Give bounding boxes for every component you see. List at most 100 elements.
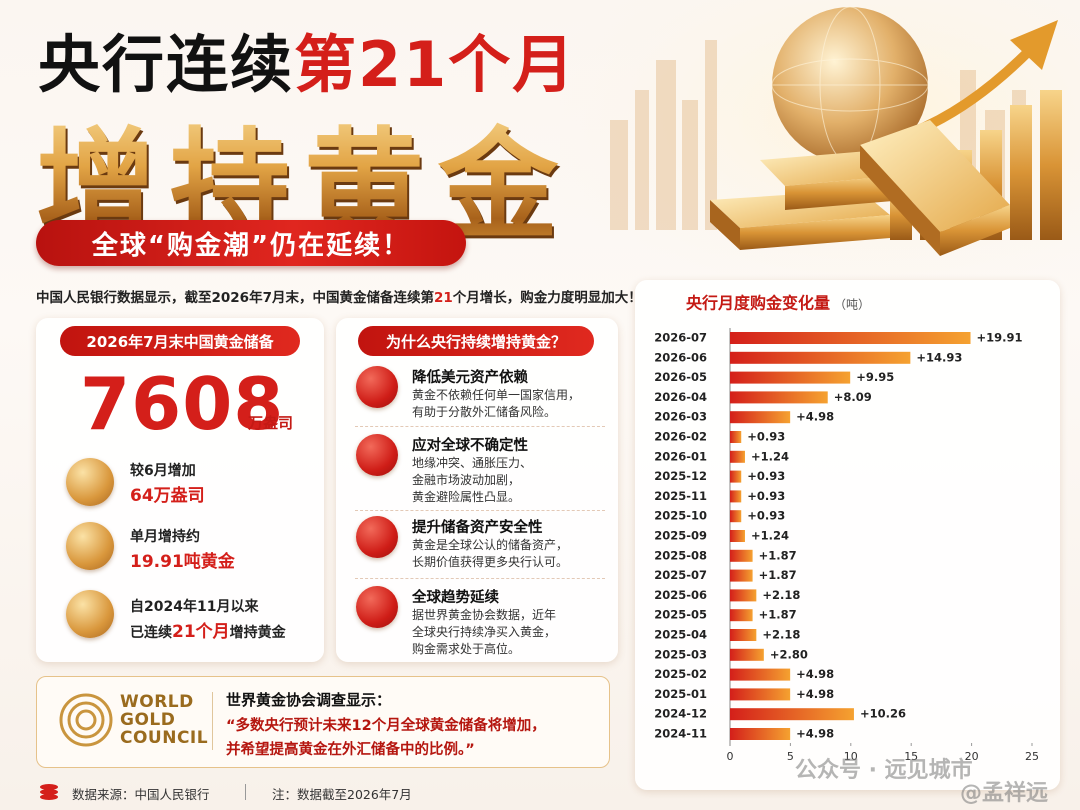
reason-text: 黄金是全球公认的储备资产， 长期价值获得更多央行认可。 bbox=[412, 537, 568, 571]
y-tick-label: 2025-06 bbox=[654, 588, 707, 602]
value-label: +8.09 bbox=[834, 390, 872, 404]
chart-card bbox=[635, 280, 1060, 790]
reserve-unit: 万盎司 bbox=[248, 414, 294, 432]
reason-title: 降低美元资产依赖 bbox=[412, 370, 528, 386]
y-tick-label: 2025-01 bbox=[654, 687, 707, 701]
bar bbox=[730, 490, 742, 503]
divider bbox=[355, 510, 605, 511]
icon-coins bbox=[356, 586, 398, 628]
icon-globe bbox=[356, 434, 398, 476]
value-label: +0.93 bbox=[747, 469, 785, 483]
reason-line: 金融市场波动加剧， bbox=[412, 473, 521, 487]
y-tick-label: 2025-05 bbox=[654, 608, 707, 622]
reasons-title: 为什么央行持续增持黄金？ bbox=[358, 326, 594, 356]
icon-scale bbox=[66, 522, 114, 570]
icon-shield bbox=[356, 366, 398, 408]
bar bbox=[730, 708, 854, 721]
value-label: +1.24 bbox=[751, 449, 789, 463]
y-tick-label: 2025-11 bbox=[654, 489, 707, 503]
quote-box bbox=[36, 676, 610, 768]
value-label: +10.26 bbox=[860, 707, 906, 721]
value-label: +2.80 bbox=[770, 647, 808, 661]
reason-text: 黄金不依赖任何单一国家信用， 有助于分散外汇储备风险。 bbox=[412, 387, 580, 421]
y-tick-label: 2026-02 bbox=[654, 430, 707, 444]
title-black: 央行连续 bbox=[38, 28, 295, 101]
bar bbox=[730, 609, 753, 622]
title-red: 第21个月 bbox=[294, 28, 577, 101]
quote-line: “多数央行预计未来12个月全球黄金储备将增加， bbox=[226, 718, 546, 734]
divider bbox=[355, 426, 605, 427]
divider bbox=[212, 692, 213, 750]
y-tick-label: 2026-05 bbox=[654, 370, 707, 384]
value-label: +19.91 bbox=[977, 331, 1023, 345]
bar bbox=[730, 549, 753, 562]
bar bbox=[730, 351, 911, 364]
logo-line: WORLD bbox=[120, 692, 194, 712]
x-tick-label: 15 bbox=[904, 750, 918, 763]
watermark: 公众号 · 远见城市 bbox=[795, 758, 973, 783]
x-tick-label: 5 bbox=[787, 750, 794, 763]
logo-line: COUNCIL bbox=[120, 728, 209, 748]
reason-line: 购金需求处于高位。 bbox=[412, 642, 521, 656]
reason-title: 全球趋势延续 bbox=[412, 590, 499, 606]
item-line1: 自2024年11月以来 bbox=[130, 599, 259, 615]
chart: 央行月度购金变化量 （吨） 0 5 10 15 20 25 2026-07 +19.91 202… bbox=[654, 294, 1039, 764]
banner: 全球“购金潮”仍在延续！ bbox=[36, 220, 466, 266]
icon-bank bbox=[356, 516, 398, 558]
bar bbox=[730, 688, 791, 701]
item-line2: 64万盎司 bbox=[130, 486, 205, 506]
value-label: +9.95 bbox=[856, 370, 894, 384]
x-tick-label: 10 bbox=[844, 750, 858, 763]
value-label: +0.93 bbox=[747, 430, 785, 444]
bar bbox=[730, 450, 745, 463]
value-label: +1.87 bbox=[759, 608, 797, 622]
chart-title: 央行月度购金变化量 bbox=[686, 294, 830, 313]
reason-text: 地缘冲突、通胀压力、 金融市场波动加剧， 黄金避险属性凸显。 bbox=[412, 455, 532, 506]
bar bbox=[730, 668, 791, 681]
value-label: +4.98 bbox=[796, 727, 834, 741]
reason-line: 地缘冲突、通胀压力、 bbox=[412, 456, 533, 470]
y-tick-label: 2025-03 bbox=[654, 647, 707, 661]
item-text: 已连续 bbox=[130, 625, 172, 641]
item-line2: 已连续21个月增持黄金 bbox=[130, 617, 286, 642]
bar bbox=[730, 470, 742, 483]
bar bbox=[730, 569, 753, 582]
footer-source: 数据来源：中国人民银行 bbox=[72, 787, 210, 802]
coin-icon bbox=[40, 784, 58, 800]
y-tick-label: 2026-01 bbox=[654, 449, 707, 463]
reason-line: 黄金避险属性凸显。 bbox=[412, 490, 521, 504]
bar bbox=[730, 589, 757, 602]
value-label: +14.93 bbox=[916, 350, 962, 364]
value-label: +4.98 bbox=[796, 687, 834, 701]
y-tick-label: 2026-03 bbox=[654, 410, 707, 424]
bar bbox=[730, 510, 742, 523]
y-tick-label: 2025-04 bbox=[654, 628, 707, 642]
reason-line: 长期价值获得更多央行认可。 bbox=[412, 555, 569, 569]
value-label: +1.24 bbox=[751, 529, 789, 543]
y-tick-label: 2025-08 bbox=[654, 548, 707, 562]
wgc-logo-mark bbox=[59, 693, 113, 747]
value-label: +0.93 bbox=[747, 509, 785, 523]
value-label: +2.18 bbox=[762, 628, 800, 642]
item-highlight: 21个月 bbox=[172, 622, 230, 642]
wgc-logo-text: WORLD GOLD COUNCIL bbox=[120, 693, 208, 747]
reserve-label: 2026年7月末中国黄金储备 bbox=[60, 326, 300, 356]
value-label: +1.87 bbox=[759, 568, 797, 582]
intro-text: 个月增长，购金力度明显加大！ bbox=[452, 290, 642, 306]
footer-note: 注：数据截至2026年7月 bbox=[272, 787, 412, 802]
reason-line: 黄金不依赖任何单一国家信用， bbox=[412, 388, 581, 402]
reason-title: 应对全球不确定性 bbox=[412, 438, 528, 454]
x-tick-label: 25 bbox=[1025, 750, 1039, 763]
logo-line: GOLD bbox=[120, 710, 176, 730]
reason-line: 有助于分散外汇储备风险。 bbox=[412, 405, 557, 419]
bar bbox=[730, 371, 851, 384]
value-label: +4.98 bbox=[796, 667, 834, 681]
chart-unit: （吨） bbox=[834, 298, 870, 312]
y-tick-label: 2025-02 bbox=[654, 667, 707, 681]
bar bbox=[730, 530, 745, 542]
icon-calendar bbox=[66, 590, 114, 638]
reason-title: 提升储备资产安全性 bbox=[412, 520, 543, 536]
bar bbox=[730, 431, 742, 443]
intro-highlight: 21 bbox=[433, 290, 453, 306]
bar bbox=[730, 629, 757, 641]
